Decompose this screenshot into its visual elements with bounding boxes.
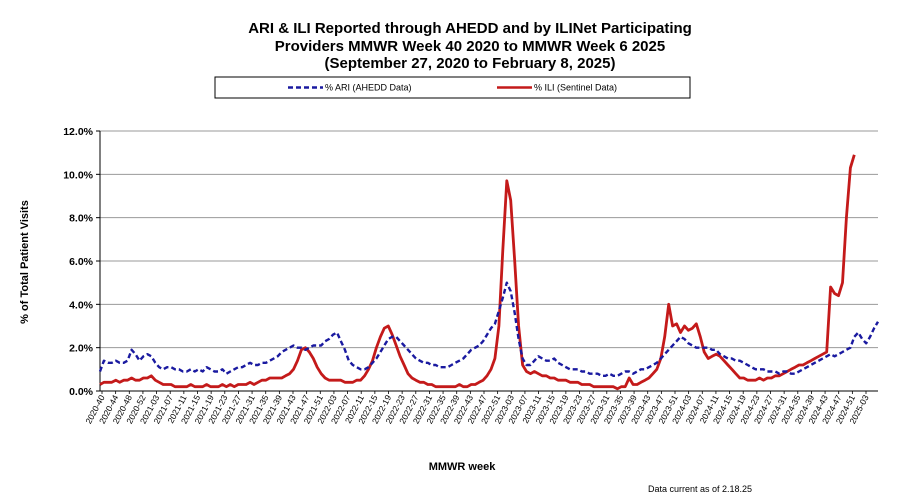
y-tick-label: 6.0% [69, 256, 94, 268]
x-ticks: 2020-402020-442020-482020-522021-032021-… [83, 391, 871, 425]
legend-box [214, 76, 691, 99]
legend-label-ari: % ARI (AHEDD Data) [325, 83, 412, 93]
y-tick-label: 4.0% [69, 299, 94, 311]
y-axis-title: % of Total Patient Visits [19, 200, 31, 324]
chart-title: ARI & ILI Reported through AHEDD and by … [248, 20, 692, 72]
y-tick-label: 8.0% [69, 213, 94, 225]
title-line-2: Providers MMWR Week 40 2020 to MMWR Week… [275, 38, 665, 55]
y-tick-label: 0.0% [69, 386, 94, 398]
footnote: Data current as of 2.18.25 [648, 484, 752, 494]
gridlines [100, 130, 878, 349]
y-tick-label: 12.0% [63, 126, 93, 138]
title-line-3: (September 27, 2020 to February 8, 2025) [325, 55, 616, 72]
series-ili-line [99, 154, 856, 391]
plot-series [98, 154, 880, 391]
series-ari-line [98, 281, 880, 377]
y-tick-label: 10.0% [63, 169, 93, 181]
legend-label-ili: % ILI (Sentinel Data) [534, 83, 617, 93]
x-axis-title: MMWR week [429, 461, 497, 473]
y-tick-label: 2.0% [69, 343, 94, 355]
legend: % ARI (AHEDD Data) % ILI (Sentinel Data) [214, 76, 691, 99]
y-axis: 0.0% 2.0% 4.0% 6.0% 8.0% 10.0% 12.0% [63, 126, 100, 398]
title-line-1: ARI & ILI Reported through AHEDD and by … [248, 20, 692, 37]
